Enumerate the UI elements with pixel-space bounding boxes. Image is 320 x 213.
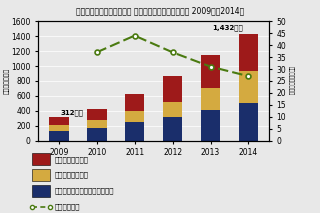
Bar bbox=[163, 76, 182, 102]
Text: 1,432億円: 1,432億円 bbox=[212, 24, 243, 31]
Text: 312億円: 312億円 bbox=[60, 109, 84, 116]
Bar bbox=[201, 55, 220, 88]
Text: システムインフラストラクチャ: システムインフラストラクチャ bbox=[54, 188, 114, 194]
Bar bbox=[239, 34, 258, 71]
Bar bbox=[239, 71, 258, 102]
Text: 前年比成長率: 前年比成長率 bbox=[54, 204, 80, 210]
Bar bbox=[87, 120, 107, 128]
Bar bbox=[49, 117, 68, 125]
Bar bbox=[125, 111, 145, 122]
Bar bbox=[201, 110, 220, 141]
Bar bbox=[239, 102, 258, 141]
Bar bbox=[163, 102, 182, 118]
Bar bbox=[49, 125, 68, 131]
Bar bbox=[125, 122, 145, 141]
Bar bbox=[49, 131, 68, 141]
Text: アプリケーション: アプリケーション bbox=[54, 156, 88, 163]
Bar bbox=[163, 118, 182, 141]
Text: 国内クラウドサービス市場 セグメント別売上額予測， 2009年～2014年: 国内クラウドサービス市場 セグメント別売上額予測， 2009年～2014年 bbox=[76, 6, 244, 15]
Y-axis label: 前年比成長率（％）: 前年比成長率（％） bbox=[288, 66, 293, 96]
Bar bbox=[87, 128, 107, 141]
Text: プラットフォーム: プラットフォーム bbox=[54, 172, 88, 178]
Y-axis label: 売上額（億円）: 売上額（億円） bbox=[4, 68, 10, 94]
Bar bbox=[87, 109, 107, 120]
Bar bbox=[201, 88, 220, 110]
Bar bbox=[125, 94, 145, 111]
